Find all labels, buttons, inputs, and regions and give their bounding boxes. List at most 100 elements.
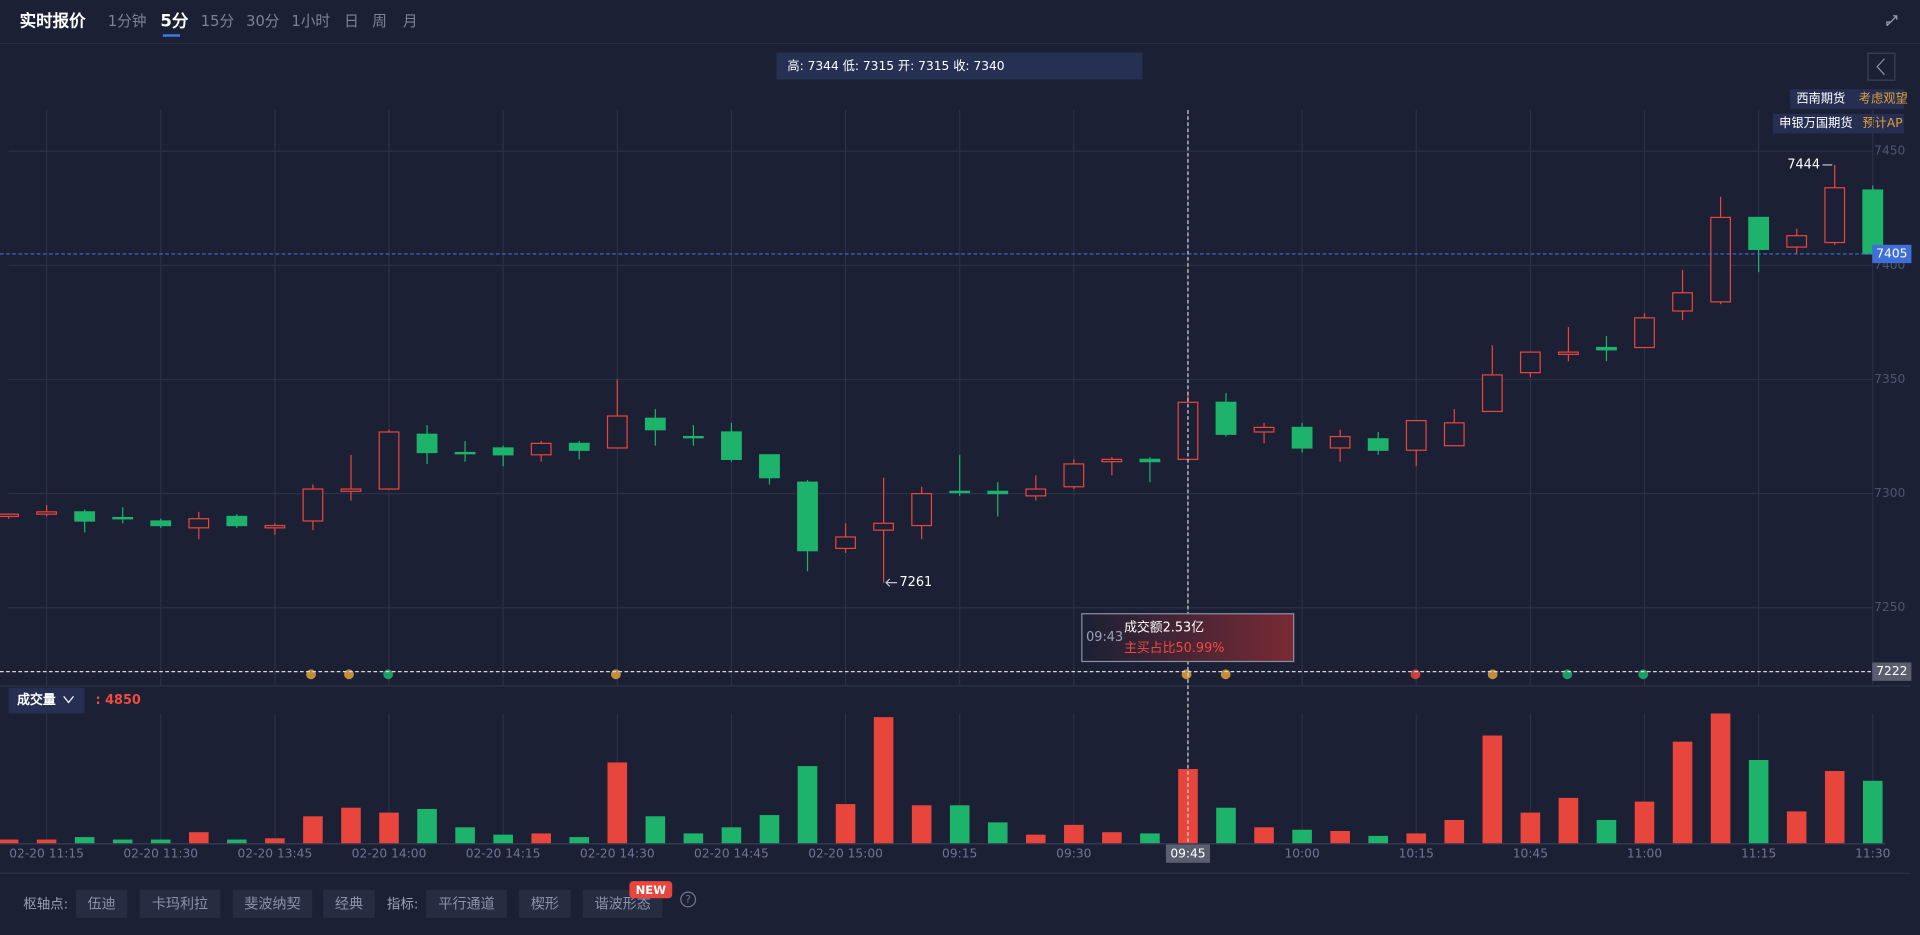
candle-body [1101, 458, 1123, 463]
signal-dot[interactable] [383, 669, 394, 680]
timeframe-tab[interactable]: 月 [403, 13, 418, 30]
signal-dot[interactable] [1220, 669, 1231, 680]
volume-bar [987, 822, 1008, 844]
candle-body [873, 522, 895, 531]
volume-bar [1178, 769, 1198, 844]
toolbar-button[interactable] [323, 889, 375, 918]
volume-bar [911, 805, 932, 844]
candle-body [1596, 346, 1617, 351]
candle-body [112, 516, 134, 520]
y-tick-label: 7250 [1874, 600, 1905, 614]
x-tick-label: 02-20 14:15 [466, 847, 541, 861]
toolbar-button[interactable] [75, 889, 128, 918]
candle-body [454, 451, 476, 455]
timeframe-tab[interactable]: 1小时 [291, 13, 330, 30]
candle-body [150, 520, 172, 527]
candle-body [188, 518, 210, 529]
side-panel-toggle[interactable] [1867, 52, 1896, 81]
candle-body [987, 490, 1009, 495]
candle-body [74, 511, 96, 522]
toolbar-button-label: 经典 [335, 896, 363, 912]
candle-body [1634, 317, 1655, 349]
volume-bar [493, 834, 513, 844]
candle-body [1824, 187, 1846, 244]
timeframe-tab[interactable]: 周 [372, 13, 387, 30]
volume-bar [1102, 832, 1122, 844]
broker-name: 申银万国期货 [1779, 115, 1852, 130]
volume-bar [1672, 741, 1693, 844]
volume-bar [873, 717, 894, 844]
candle-body [264, 524, 286, 529]
candle-body [568, 442, 590, 451]
toolbar-button[interactable] [519, 889, 571, 918]
timeframe-tab[interactable]: 日 [344, 13, 359, 30]
signal-dot[interactable] [611, 669, 621, 680]
volume-bar [721, 827, 742, 844]
signal-dot[interactable] [1638, 669, 1649, 680]
broker-tag[interactable] [1790, 89, 1905, 109]
candle-body [1558, 351, 1579, 355]
candle-body [1063, 463, 1085, 488]
candle-body [1025, 488, 1047, 497]
info-bar [776, 52, 1143, 80]
signal-dot[interactable] [1410, 669, 1421, 680]
timeframe-tab[interactable]: 15分 [201, 13, 235, 30]
info-bar-text: 高: 7344 低: 7315 开: 7315 收: 7340 [787, 58, 1004, 73]
min-arrow [885, 578, 898, 587]
timeframe-tab[interactable]: 30分 [246, 13, 280, 30]
volume-selector[interactable] [8, 687, 85, 714]
candle-body [302, 488, 324, 522]
x-tick-label: 09:15 [942, 847, 977, 861]
toolbar-button-label: 平行通道 [438, 896, 494, 912]
volume-bar [1292, 829, 1312, 844]
volume-bar [949, 805, 970, 844]
volume-bar [36, 839, 57, 844]
volume-bar [1596, 819, 1617, 844]
volume-bar [227, 839, 247, 844]
candle-body [949, 490, 971, 494]
signal-dot[interactable] [1181, 669, 1192, 680]
volume-bar [417, 808, 437, 844]
volume-bar [1025, 834, 1046, 844]
toolbar-button[interactable] [232, 889, 313, 918]
help-icon-text: ? [685, 894, 691, 906]
volume-bar [1558, 797, 1579, 844]
help-icon[interactable] [680, 891, 697, 908]
collapse-icon[interactable] [1886, 15, 1898, 27]
broker-tag[interactable] [1773, 113, 1905, 134]
signal-dot[interactable] [1487, 669, 1498, 680]
x-tick-label: 09:45 [1170, 847, 1205, 861]
overlay: 7222 7405 7444 7261 [0, 110, 1912, 844]
timeframe-tabs: 1分钟 5分 15分 30分 1小时日周月 [108, 12, 418, 37]
candle-body [1443, 422, 1465, 447]
dropdown-icon [63, 695, 74, 704]
volume-bar [1786, 811, 1807, 844]
volume-bar [74, 837, 95, 844]
toolbar-button[interactable] [426, 889, 507, 918]
timeframe-tab[interactable]: 1分钟 [108, 13, 147, 30]
x-tick-label: 10:45 [1513, 847, 1548, 861]
volume-bar [645, 816, 666, 844]
candle-body [1405, 419, 1427, 451]
level-label-box [1872, 662, 1912, 681]
candle-body [644, 417, 666, 431]
volume-bar [1406, 833, 1427, 844]
timeframe-tab[interactable]: 5分 [160, 12, 188, 31]
toolbar-button[interactable] [139, 889, 221, 918]
toolbar-button-label: 斐波纳契 [244, 896, 300, 912]
candle-body [1139, 458, 1161, 463]
signal-dot[interactable] [306, 669, 316, 680]
x-tick-label: 02-20 15:00 [808, 847, 883, 861]
volume-bar [1748, 759, 1769, 844]
candle-body [1253, 426, 1275, 433]
candle-body [1710, 216, 1732, 303]
broker-view: 预计AP [1862, 116, 1902, 130]
volume-bar [683, 833, 704, 844]
candle-body [530, 442, 552, 456]
candle-body [1519, 351, 1541, 374]
toolbar-button-label: 谐波形态 [595, 896, 651, 912]
signal-dot[interactable] [1562, 669, 1573, 680]
volume-bar [1862, 780, 1883, 844]
signal-dot[interactable] [344, 669, 354, 680]
candle-body [1367, 438, 1389, 451]
